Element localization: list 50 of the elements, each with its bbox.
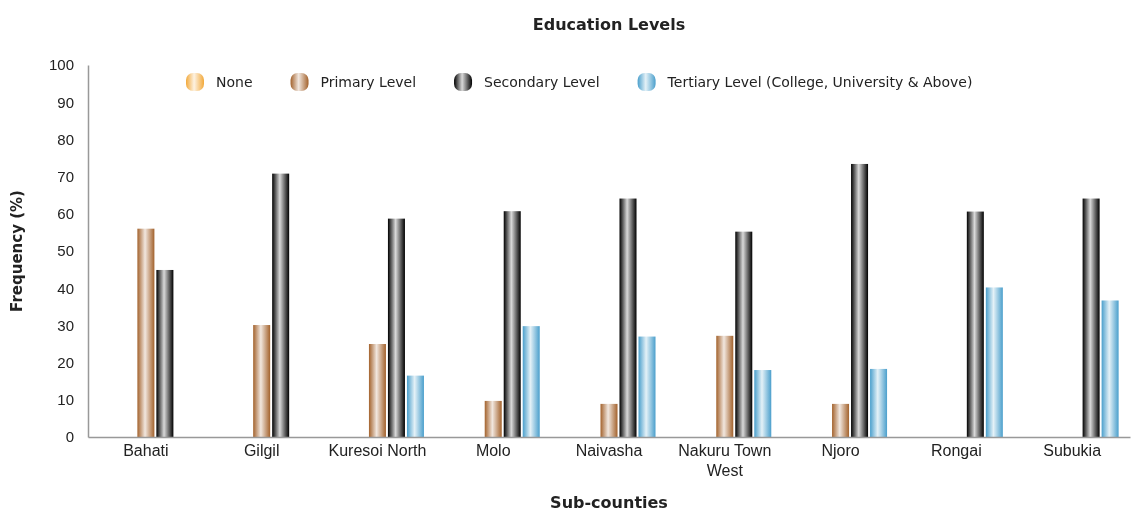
x-tick-label: Subukia <box>1043 442 1102 460</box>
bar <box>985 287 1003 437</box>
y-tick-label: 40 <box>57 279 74 297</box>
y-tick-label: 90 <box>57 93 74 111</box>
bar <box>406 375 424 437</box>
bar <box>272 173 290 437</box>
bar <box>619 198 637 437</box>
bar <box>137 228 155 437</box>
bar <box>503 211 521 437</box>
x-tick-label: Rongai <box>930 442 982 460</box>
bar <box>735 231 753 437</box>
legend-label: Secondary Level <box>484 74 600 90</box>
bar <box>966 211 984 437</box>
x-tick-label: Molo <box>475 442 511 460</box>
x-axis-title: Sub-counties <box>550 493 668 512</box>
x-tick-label: Gilgil <box>243 442 280 460</box>
y-tick-label: 30 <box>57 316 74 334</box>
bar <box>156 269 174 437</box>
legend-label: Tertiary Level (College, University & Above) <box>666 74 973 90</box>
x-tick-label: Naivasha <box>575 442 643 460</box>
y-axis-title: Frequency (%) <box>8 190 26 312</box>
x-tick-label: Nakuru Town West <box>678 442 772 479</box>
y-tick-label: 80 <box>57 130 74 148</box>
bar <box>522 326 540 437</box>
x-tick-label: Bahati <box>123 442 169 460</box>
bar <box>832 403 850 437</box>
bar <box>638 336 656 437</box>
bar <box>253 325 271 437</box>
bar <box>600 403 618 437</box>
bar <box>368 344 386 437</box>
bar <box>716 335 734 437</box>
y-tick-label: 50 <box>57 242 74 260</box>
bar <box>851 163 869 437</box>
x-tick-label: Kuresoi North <box>328 442 427 460</box>
legend-label: None <box>216 74 253 90</box>
bar <box>754 370 772 437</box>
y-tick-label: 70 <box>57 167 74 185</box>
y-tick-label: 10 <box>57 391 74 409</box>
bar <box>1101 300 1119 437</box>
bar <box>1082 198 1100 437</box>
bar <box>870 368 888 437</box>
chart-title: Education Levels <box>532 15 686 34</box>
y-tick-label: 20 <box>57 353 74 371</box>
bar <box>387 218 405 437</box>
y-tick-label: 0 <box>65 428 74 446</box>
y-tick-label: 60 <box>57 205 74 223</box>
x-tick-label: Njoro <box>821 442 860 460</box>
y-tick-label: 100 <box>48 56 74 74</box>
bar <box>484 400 502 437</box>
legend-label: Primary Level <box>320 74 417 90</box>
